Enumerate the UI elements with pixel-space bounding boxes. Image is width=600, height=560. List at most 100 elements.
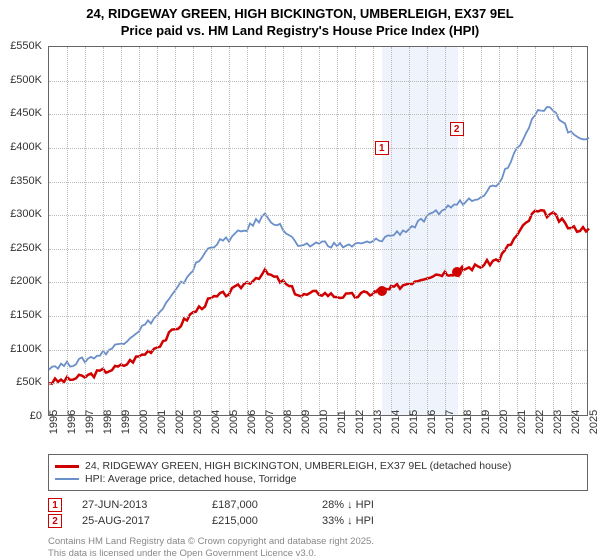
x-tick-label: 2011 (336, 410, 348, 434)
x-tick-label: 2015 (408, 410, 420, 434)
x-tick-label: 2010 (318, 410, 330, 434)
gridline-vertical (535, 47, 536, 415)
gridline-vertical (229, 47, 230, 415)
title-line-2: Price paid vs. HM Land Registry's House … (0, 23, 600, 40)
gridline-vertical (211, 47, 212, 415)
sale-pct-vs-hpi: 33% ↓ HPI (322, 515, 422, 527)
gridline-horizontal (49, 182, 587, 183)
x-tick-label: 2024 (570, 410, 582, 434)
sale-marker-1: 1 (375, 141, 389, 155)
x-tick-label: 2025 (588, 410, 600, 434)
y-tick-label: £550K (0, 40, 42, 52)
x-tick-label: 2019 (480, 410, 492, 434)
gridline-vertical (301, 47, 302, 415)
gridline-horizontal (49, 282, 587, 283)
footer-line-2: This data is licensed under the Open Gov… (48, 548, 374, 559)
x-tick-label: 1998 (102, 410, 114, 434)
gridline-vertical (355, 47, 356, 415)
chart-area: 12 £0£50K£100K£150K£200K£250K£300K£350K£… (48, 46, 588, 416)
sale-date: 27-JUN-2013 (82, 499, 192, 511)
gridline-vertical (175, 47, 176, 415)
sale-point-2 (452, 267, 462, 277)
gridline-horizontal (49, 114, 587, 115)
gridline-vertical (409, 47, 410, 415)
footer-attribution: Contains HM Land Registry data © Crown c… (48, 536, 374, 559)
footer-line-1: Contains HM Land Registry data © Crown c… (48, 536, 374, 547)
gridline-vertical (67, 47, 68, 415)
sale-pct-vs-hpi: 28% ↓ HPI (322, 499, 422, 511)
y-tick-label: £450K (0, 107, 42, 119)
gridline-vertical (427, 47, 428, 415)
legend-item: HPI: Average price, detached house, Torr… (55, 473, 581, 485)
sale-date: 25-AUG-2017 (82, 515, 192, 527)
x-tick-label: 1997 (84, 410, 96, 434)
x-tick-label: 2001 (156, 410, 168, 434)
x-tick-label: 2016 (426, 410, 438, 434)
x-tick-label: 2017 (444, 410, 456, 434)
y-tick-label: £300K (0, 208, 42, 220)
gridline-vertical (571, 47, 572, 415)
gridline-vertical (499, 47, 500, 415)
gridline-horizontal (49, 249, 587, 250)
gridline-vertical (139, 47, 140, 415)
x-tick-label: 2002 (174, 410, 186, 434)
gridline-vertical (553, 47, 554, 415)
y-tick-label: £150K (0, 309, 42, 321)
y-tick-label: £250K (0, 242, 42, 254)
x-tick-label: 2003 (192, 410, 204, 434)
gridline-horizontal (49, 316, 587, 317)
gridline-horizontal (49, 148, 587, 149)
gridline-vertical (319, 47, 320, 415)
plot-box: 12 (48, 46, 588, 416)
x-tick-label: 2023 (552, 410, 564, 434)
gridline-vertical (193, 47, 194, 415)
x-tick-label: 2012 (354, 410, 366, 434)
x-tick-label: 1996 (66, 410, 78, 434)
gridline-vertical (445, 47, 446, 415)
gridline-vertical (337, 47, 338, 415)
sale-idx: 2 (48, 514, 62, 528)
legend-swatch (55, 478, 79, 480)
gridline-vertical (247, 47, 248, 415)
y-tick-label: £50K (0, 376, 42, 388)
sale-price: £215,000 (212, 515, 302, 527)
x-tick-label: 2000 (138, 410, 150, 434)
x-tick-label: 2008 (282, 410, 294, 434)
x-tick-label: 1999 (120, 410, 132, 434)
y-tick-label: £100K (0, 343, 42, 355)
y-tick-label: £400K (0, 141, 42, 153)
y-tick-label: £350K (0, 175, 42, 187)
gridline-vertical (265, 47, 266, 415)
x-tick-label: 2013 (372, 410, 384, 434)
gridline-vertical (103, 47, 104, 415)
y-tick-label: £0 (0, 410, 42, 422)
gridline-vertical (283, 47, 284, 415)
gridline-vertical (121, 47, 122, 415)
x-tick-label: 2018 (462, 410, 474, 434)
x-tick-label: 2007 (264, 410, 276, 434)
legend-text: HPI: Average price, detached house, Torr… (85, 473, 297, 485)
legend-item: 24, RIDGEWAY GREEN, HIGH BICKINGTON, UMB… (55, 460, 581, 472)
sale-point-1 (377, 286, 387, 296)
x-tick-label: 2004 (210, 410, 222, 434)
legend: 24, RIDGEWAY GREEN, HIGH BICKINGTON, UMB… (48, 454, 588, 491)
x-tick-label: 1995 (48, 410, 60, 434)
chart-titles: 24, RIDGEWAY GREEN, HIGH BICKINGTON, UMB… (0, 0, 600, 42)
sales-table: 127-JUN-2013£187,00028% ↓ HPI225-AUG-201… (48, 496, 588, 530)
x-tick-label: 2021 (516, 410, 528, 434)
gridline-vertical (391, 47, 392, 415)
title-line-1: 24, RIDGEWAY GREEN, HIGH BICKINGTON, UMB… (0, 6, 600, 23)
x-tick-label: 2005 (228, 410, 240, 434)
y-tick-label: £500K (0, 74, 42, 86)
x-tick-label: 2014 (390, 410, 402, 434)
gridline-horizontal (49, 350, 587, 351)
legend-text: 24, RIDGEWAY GREEN, HIGH BICKINGTON, UMB… (85, 460, 511, 472)
x-tick-label: 2009 (300, 410, 312, 434)
gridline-vertical (157, 47, 158, 415)
x-tick-label: 2022 (534, 410, 546, 434)
gridline-vertical (373, 47, 374, 415)
x-tick-label: 2006 (246, 410, 258, 434)
y-tick-label: £200K (0, 275, 42, 287)
sale-idx: 1 (48, 498, 62, 512)
gridline-horizontal (49, 383, 587, 384)
